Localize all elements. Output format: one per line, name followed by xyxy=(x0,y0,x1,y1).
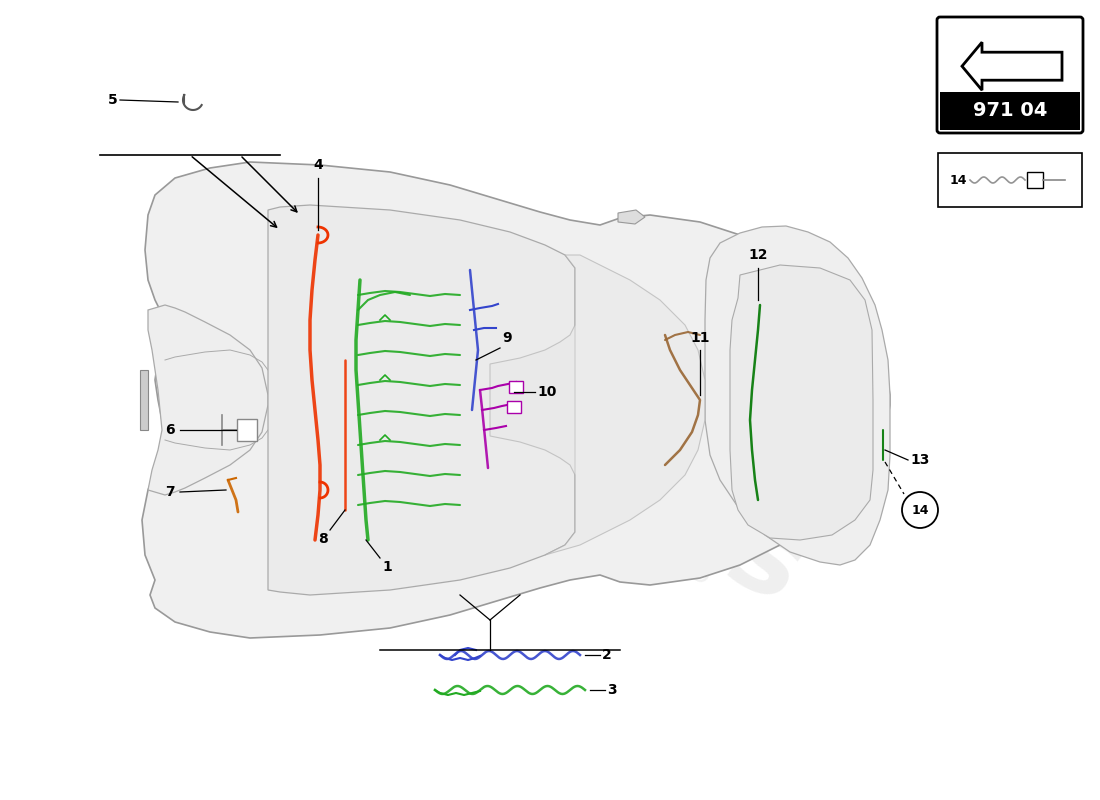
FancyBboxPatch shape xyxy=(1027,172,1043,188)
Text: 8: 8 xyxy=(318,532,328,546)
Text: 6: 6 xyxy=(165,423,175,437)
Text: 5: 5 xyxy=(108,93,118,107)
Text: 14: 14 xyxy=(949,174,967,186)
Text: a passion for parts since 1985: a passion for parts since 1985 xyxy=(323,389,716,591)
Polygon shape xyxy=(962,42,1062,90)
FancyBboxPatch shape xyxy=(507,401,521,413)
Polygon shape xyxy=(490,255,705,555)
Polygon shape xyxy=(140,370,148,430)
Text: 2: 2 xyxy=(602,648,612,662)
Text: 10: 10 xyxy=(537,385,557,399)
Polygon shape xyxy=(730,265,873,540)
Text: 9: 9 xyxy=(502,331,512,345)
Text: 971 04: 971 04 xyxy=(972,102,1047,121)
Polygon shape xyxy=(148,305,268,495)
Polygon shape xyxy=(618,210,645,224)
Text: 3: 3 xyxy=(607,683,617,697)
Polygon shape xyxy=(705,226,890,565)
Polygon shape xyxy=(268,205,575,595)
Text: 14: 14 xyxy=(911,503,928,517)
Text: 12: 12 xyxy=(748,248,768,262)
FancyBboxPatch shape xyxy=(236,419,257,441)
Text: 13: 13 xyxy=(910,453,930,467)
Text: eurospares: eurospares xyxy=(139,233,821,627)
FancyBboxPatch shape xyxy=(938,153,1082,207)
FancyBboxPatch shape xyxy=(509,381,522,393)
Text: 11: 11 xyxy=(691,331,710,345)
Text: 4: 4 xyxy=(314,158,323,172)
Text: 7: 7 xyxy=(165,485,175,499)
Polygon shape xyxy=(142,162,890,638)
FancyBboxPatch shape xyxy=(940,92,1080,130)
FancyBboxPatch shape xyxy=(937,17,1084,133)
Text: 1: 1 xyxy=(382,560,392,574)
